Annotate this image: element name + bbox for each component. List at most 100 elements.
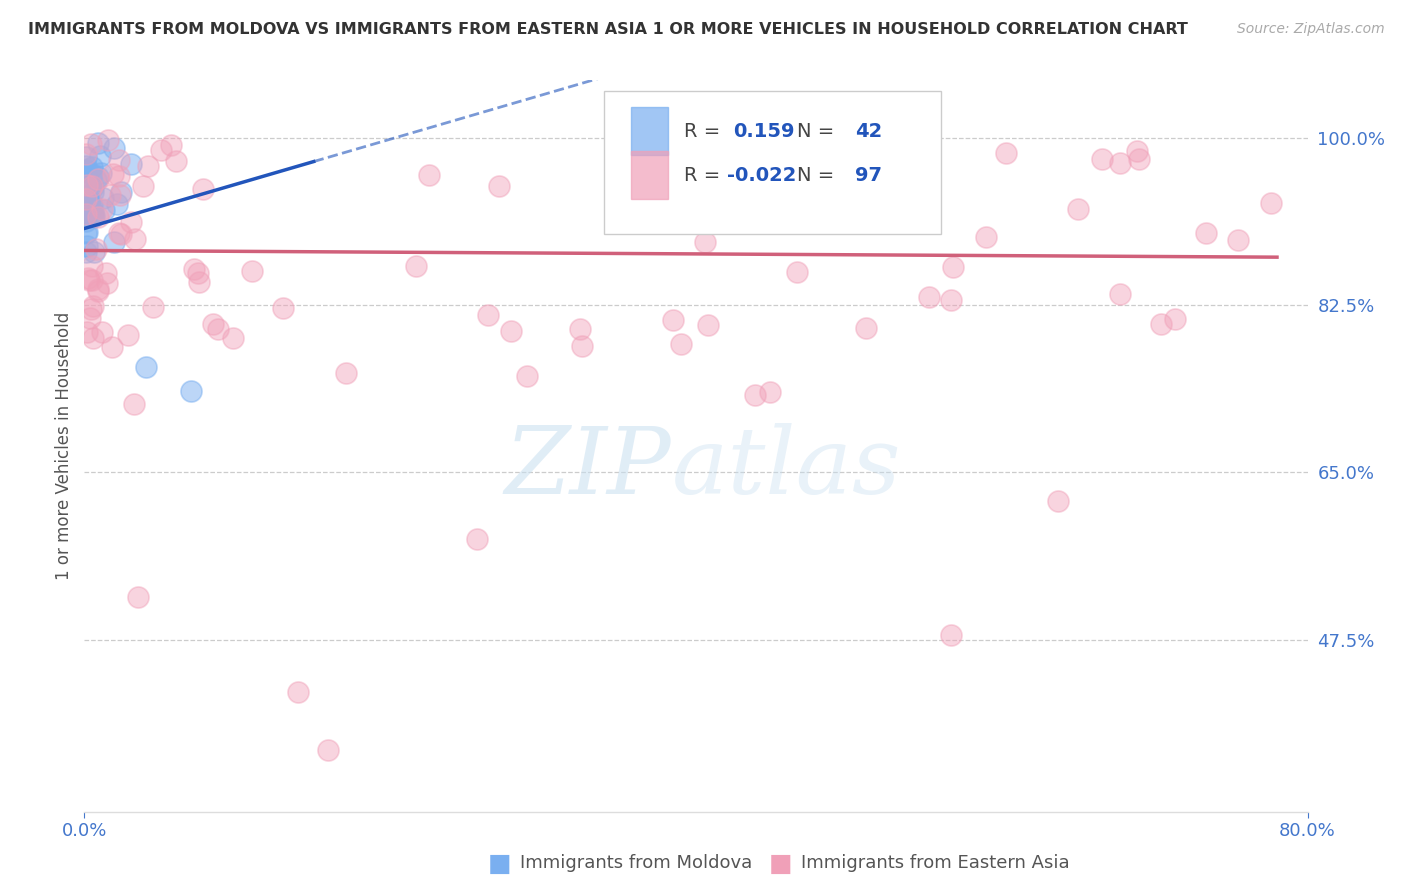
Text: ■: ■ bbox=[488, 852, 510, 875]
Point bbox=[77, 194, 100, 208]
Point bbox=[1091, 153, 1114, 167]
Point bbox=[974, 229, 997, 244]
Text: N =: N = bbox=[797, 166, 841, 185]
Point bbox=[150, 144, 173, 158]
Point bbox=[76, 326, 98, 340]
Point bbox=[80, 167, 103, 181]
Point bbox=[939, 628, 962, 642]
Point bbox=[1109, 286, 1132, 301]
Point bbox=[82, 210, 104, 224]
Text: ZIP: ZIP bbox=[505, 423, 672, 513]
Point bbox=[93, 202, 115, 217]
Point bbox=[744, 388, 766, 402]
Text: 42: 42 bbox=[855, 122, 882, 141]
Point bbox=[77, 178, 100, 193]
Point bbox=[84, 172, 107, 186]
Point bbox=[76, 169, 98, 183]
Point bbox=[82, 185, 104, 199]
Point bbox=[571, 339, 593, 353]
Point bbox=[418, 168, 440, 182]
Point bbox=[202, 317, 225, 331]
Point bbox=[759, 384, 782, 399]
Point bbox=[75, 164, 97, 178]
Point bbox=[103, 235, 125, 249]
Point bbox=[86, 282, 108, 296]
Point bbox=[103, 141, 125, 155]
Bar bbox=[631, 152, 668, 199]
Point bbox=[136, 160, 159, 174]
Point bbox=[697, 318, 720, 332]
Text: R =: R = bbox=[683, 166, 727, 185]
Point bbox=[90, 326, 112, 340]
Point bbox=[662, 313, 685, 327]
Point bbox=[75, 159, 97, 173]
Point bbox=[995, 146, 1018, 161]
Point bbox=[76, 178, 98, 192]
Point bbox=[77, 271, 100, 285]
Point bbox=[335, 366, 357, 380]
Point bbox=[80, 161, 103, 175]
Point bbox=[110, 227, 132, 241]
Point bbox=[1260, 195, 1282, 210]
Point bbox=[75, 192, 97, 206]
Point bbox=[82, 205, 104, 219]
Point bbox=[658, 210, 681, 224]
Point bbox=[316, 742, 339, 756]
Point bbox=[110, 186, 132, 200]
Point bbox=[669, 337, 692, 351]
Point bbox=[84, 242, 107, 256]
Point bbox=[135, 360, 157, 375]
FancyBboxPatch shape bbox=[605, 91, 941, 234]
Point bbox=[82, 299, 104, 313]
Point bbox=[488, 179, 510, 194]
Point bbox=[160, 138, 183, 153]
Point bbox=[183, 261, 205, 276]
Point bbox=[499, 324, 522, 338]
Point bbox=[1047, 494, 1070, 508]
Point bbox=[90, 165, 112, 179]
Point bbox=[80, 272, 103, 286]
Point bbox=[188, 276, 211, 290]
Point bbox=[87, 210, 110, 224]
Point bbox=[900, 205, 922, 219]
Point bbox=[287, 685, 309, 699]
Point bbox=[142, 300, 165, 314]
Point bbox=[75, 150, 97, 164]
Point bbox=[769, 145, 792, 160]
Point bbox=[80, 203, 103, 218]
Point bbox=[1125, 144, 1147, 158]
Point bbox=[82, 331, 104, 345]
Point bbox=[80, 197, 103, 211]
Point bbox=[75, 147, 97, 161]
Point bbox=[108, 226, 131, 240]
Text: IMMIGRANTS FROM MOLDOVA VS IMMIGRANTS FROM EASTERN ASIA 1 OR MORE VEHICLES IN HO: IMMIGRANTS FROM MOLDOVA VS IMMIGRANTS FR… bbox=[28, 22, 1188, 37]
Point bbox=[94, 266, 117, 280]
Point bbox=[105, 197, 128, 211]
Point bbox=[77, 198, 100, 212]
Text: atlas: atlas bbox=[672, 423, 901, 513]
Point bbox=[117, 327, 139, 342]
Point bbox=[101, 340, 124, 354]
Point bbox=[1164, 312, 1187, 326]
Point bbox=[80, 136, 103, 151]
Point bbox=[75, 213, 97, 227]
Point bbox=[75, 207, 97, 221]
Point bbox=[786, 265, 808, 279]
Point bbox=[107, 169, 129, 184]
Text: N =: N = bbox=[797, 122, 841, 141]
Point bbox=[96, 276, 118, 290]
Point bbox=[76, 225, 98, 239]
Text: -0.022: -0.022 bbox=[727, 166, 796, 185]
Point bbox=[79, 272, 101, 286]
Y-axis label: 1 or more Vehicles in Household: 1 or more Vehicles in Household bbox=[55, 312, 73, 580]
Text: ■: ■ bbox=[769, 852, 792, 875]
Text: Immigrants from Moldova: Immigrants from Moldova bbox=[520, 855, 752, 872]
Point bbox=[1108, 156, 1130, 170]
Point bbox=[1226, 233, 1249, 247]
Point bbox=[91, 191, 114, 205]
Point bbox=[108, 153, 131, 167]
Bar bbox=[631, 107, 668, 155]
Point bbox=[1149, 317, 1171, 331]
Point bbox=[180, 384, 202, 398]
Point bbox=[75, 202, 97, 217]
